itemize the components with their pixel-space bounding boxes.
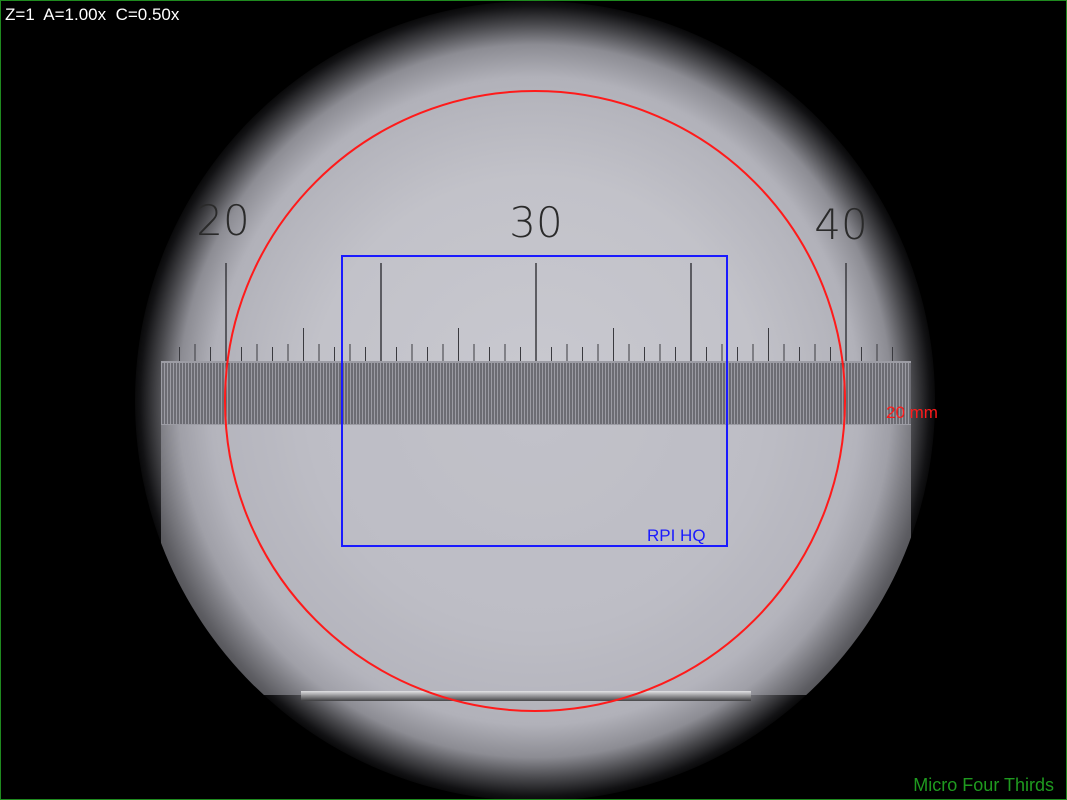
status-readout: Z=1 A=1.00x C=0.50x <box>5 5 180 24</box>
image-circle-outline <box>224 90 846 712</box>
scale-label-30: 30 <box>509 198 562 247</box>
sensor-format-label: Micro Four Thirds <box>913 775 1054 795</box>
field-of-view: 20 30 40 <box>135 1 935 799</box>
sensor-frame-outline <box>341 255 728 547</box>
sensor-frame-label: RPI HQ <box>647 526 706 545</box>
ruler-scale <box>161 263 911 425</box>
image-circle-label: 20 mm <box>886 403 938 422</box>
scale-label-20: 20 <box>196 196 249 245</box>
scale-label-40: 40 <box>814 200 867 249</box>
